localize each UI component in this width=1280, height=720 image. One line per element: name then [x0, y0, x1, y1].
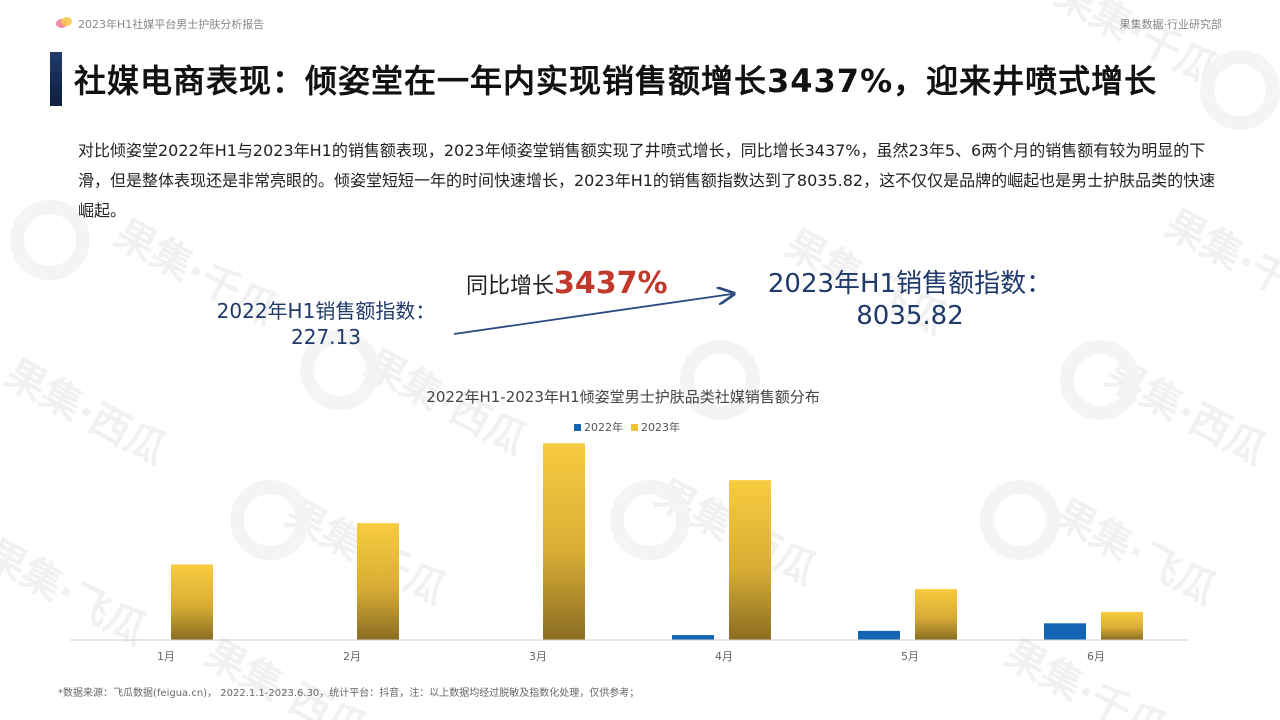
watermark-logo: [1060, 340, 1140, 420]
sales-bar-chart: 1月 2月 3月 4月 5月 6月: [70, 443, 1188, 663]
x-tick-label: 1月: [157, 650, 175, 663]
chart-title: 2022年H1-2023年H1倾姿堂男士护肤品类社媒销售额分布: [426, 388, 820, 406]
kpi-2022-value: 227.13: [291, 325, 361, 349]
legend-item-2023: 2023年: [631, 419, 680, 435]
bar-2023-5: [915, 589, 957, 640]
legend-item-2022: 2022年: [574, 419, 623, 435]
legend-swatch-2023: [631, 423, 638, 431]
top-bar: 2023年H1社媒平台男士护肤分析报告 果集数据·行业研究部: [56, 16, 1222, 34]
bar-2022-6: [1044, 623, 1086, 640]
x-tick-label: 6月: [1087, 650, 1105, 663]
bar-2023-3: [543, 443, 585, 640]
report-title: 2023年H1社媒平台男士护肤分析报告: [78, 18, 265, 31]
legend-label-2022: 2022年: [584, 421, 623, 434]
data-source-footnote: *数据来源：飞瓜数据(feigua.cn)， 2022.1.1-2023.6.3…: [58, 688, 640, 699]
growth-label: 同比增长: [466, 274, 555, 299]
x-tick-label: 3月: [529, 650, 547, 663]
brand-logo-icon: [56, 17, 72, 29]
bar-2022-5: [858, 630, 900, 640]
kpi-2023: 2023年H1销售额指数： 8035.82: [740, 268, 1080, 332]
legend-swatch-2022: [574, 423, 581, 431]
x-tick-label: 4月: [715, 650, 733, 663]
growth-value: 3437%: [554, 266, 668, 301]
growth-arrow-icon: [453, 286, 748, 335]
kpi-2023-label: 2023年H1销售额指数：: [767, 269, 1053, 299]
bar-2023-1: [171, 564, 213, 640]
watermark-logo: [680, 340, 760, 420]
growth-callout: 同比增长3437%: [466, 266, 668, 301]
title-accent-bar: [50, 52, 62, 106]
watermark-logo: [1200, 50, 1280, 130]
page-title: 社媒电商表现：倾姿堂在一年内实现销售额增长3437%，迎来井喷式增长: [74, 62, 1158, 100]
description-paragraph: 对比倾姿堂2022年H1与2023年H1的销售额表现，2023年倾姿堂销售额实现…: [78, 141, 1216, 220]
kpi-2022: 2022年H1销售额指数： 227.13: [212, 298, 440, 350]
x-tick-label: 5月: [901, 650, 919, 663]
kpi-2023-value: 8035.82: [856, 301, 964, 331]
bar-2023-6: [1101, 611, 1143, 640]
bar-2023-2: [357, 523, 399, 640]
bar-2023-4: [729, 480, 771, 640]
chart-legend: 2022年 2023年: [574, 419, 680, 435]
bar-2022-4: [672, 635, 714, 640]
org-name: 果集数据·行业研究部: [1119, 18, 1223, 31]
kpi-2022-label: 2022年H1销售额指数：: [216, 299, 436, 323]
x-tick-label: 2月: [343, 650, 361, 663]
legend-label-2023: 2023年: [641, 421, 680, 434]
